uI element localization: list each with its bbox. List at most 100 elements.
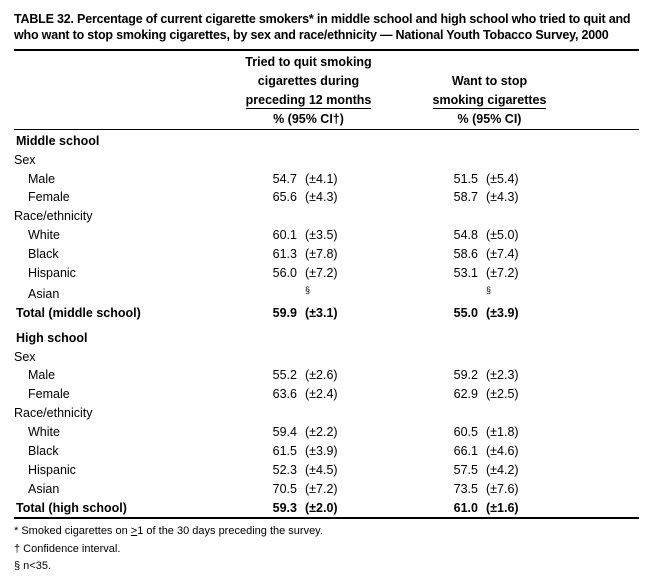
- row-label: Hispanic: [14, 264, 240, 283]
- total-label: Total (middle school): [14, 304, 240, 323]
- row-label: Male: [14, 366, 240, 385]
- group-row: Sex: [14, 151, 639, 170]
- header-row-1: Tried to quit smoking: [14, 53, 639, 72]
- ci-cell: (±7.4): [480, 245, 558, 264]
- ci-cell: (±4.3): [480, 188, 558, 207]
- group-label: Race/ethnicity: [14, 404, 240, 423]
- row-label: Female: [14, 188, 240, 207]
- row-label: Asian: [14, 283, 240, 304]
- pct-cell: 53.1: [421, 264, 480, 283]
- section-heading: Middle school: [14, 132, 240, 151]
- data-row: Asian § §: [14, 283, 639, 304]
- pct-cell: 73.5: [421, 480, 480, 499]
- ci-cell: (±1.6): [480, 499, 558, 519]
- row-label: Female: [14, 385, 240, 404]
- ci-cell: §: [480, 283, 558, 304]
- total-row: Total (high school)59.3(±2.0)61.0(±1.6): [14, 499, 639, 519]
- ci-cell: §: [299, 283, 377, 304]
- header-row-3: preceding 12 months smoking cigarettes: [14, 91, 639, 110]
- header-col2-l2: smoking cigarettes: [433, 93, 547, 109]
- pct-cell: [421, 283, 480, 304]
- pct-cell: [240, 283, 299, 304]
- table-title: TABLE 32. Percentage of current cigarett…: [14, 12, 639, 43]
- header-row-2: cigarettes during Want to stop: [14, 72, 639, 91]
- pct-cell: 55.2: [240, 366, 299, 385]
- data-row: Female65.6(±4.3)58.7(±4.3): [14, 188, 639, 207]
- ci-cell: (±2.6): [299, 366, 377, 385]
- footnote-star: * Smoked cigarettes on >1 of the 30 days…: [14, 524, 639, 538]
- pct-cell: 63.6: [240, 385, 299, 404]
- pct-cell: 54.8: [421, 226, 480, 245]
- pct-cell: 59.3: [240, 499, 299, 519]
- group-row: Sex: [14, 348, 639, 367]
- pct-cell: 60.1: [240, 226, 299, 245]
- data-row: Female63.6(±2.4)62.9(±2.5): [14, 385, 639, 404]
- pct-cell: 55.0: [421, 304, 480, 323]
- header-row-units: % (95% CI†) % (95% CI): [14, 110, 639, 129]
- header-col1-l3: preceding 12 months: [246, 93, 372, 109]
- ci-cell: (±3.5): [299, 226, 377, 245]
- row-label: Black: [14, 245, 240, 264]
- ci-cell: (±7.2): [299, 264, 377, 283]
- pct-cell: 65.6: [240, 188, 299, 207]
- pct-cell: 54.7: [240, 170, 299, 189]
- group-row: Race/ethnicity: [14, 207, 639, 226]
- ci-cell: (±7.6): [480, 480, 558, 499]
- row-label: Asian: [14, 480, 240, 499]
- pct-cell: 61.5: [240, 442, 299, 461]
- data-row: White59.4(±2.2)60.5(±1.8): [14, 423, 639, 442]
- data-table: Tried to quit smoking cigarettes during …: [14, 49, 639, 521]
- ci-cell: (±2.4): [299, 385, 377, 404]
- group-label: Sex: [14, 348, 240, 367]
- ci-cell: (±4.2): [480, 461, 558, 480]
- ci-cell: (±5.4): [480, 170, 558, 189]
- row-label: Black: [14, 442, 240, 461]
- header-col1-l1: Tried to quit smoking: [245, 55, 371, 69]
- section-row: High school: [14, 329, 639, 348]
- ci-cell: (±7.2): [480, 264, 558, 283]
- pct-cell: 59.4: [240, 423, 299, 442]
- pct-cell: 59.2: [421, 366, 480, 385]
- section-row: Middle school: [14, 132, 639, 151]
- pct-cell: 61.3: [240, 245, 299, 264]
- footnote-dagger: † Confidence interval.: [14, 542, 639, 556]
- pct-cell: 60.5: [421, 423, 480, 442]
- header-col2-l1: Want to stop: [452, 74, 527, 88]
- ci-cell: (±2.2): [299, 423, 377, 442]
- pct-cell: 58.7: [421, 188, 480, 207]
- total-row: Total (middle school)59.9(±3.1)55.0(±3.9…: [14, 304, 639, 323]
- header-col1-l2: cigarettes during: [258, 74, 359, 88]
- group-row: Race/ethnicity: [14, 404, 639, 423]
- data-row: White60.1(±3.5)54.8(±5.0): [14, 226, 639, 245]
- row-label: White: [14, 226, 240, 245]
- data-row: Black61.3(±7.8)58.6(±7.4): [14, 245, 639, 264]
- row-label: Male: [14, 170, 240, 189]
- ci-cell: (±3.9): [299, 442, 377, 461]
- data-row: Hispanic56.0(±7.2)53.1(±7.2): [14, 264, 639, 283]
- pct-cell: 56.0: [240, 264, 299, 283]
- ci-cell: (±2.0): [299, 499, 377, 519]
- ci-cell: (±3.1): [299, 304, 377, 323]
- ci-cell: (±4.1): [299, 170, 377, 189]
- data-row: Male55.2(±2.6) 59.2(±2.3): [14, 366, 639, 385]
- section-heading: High school: [14, 329, 240, 348]
- group-label: Sex: [14, 151, 240, 170]
- data-row: Male54.7(±4.1) 51.5(±5.4): [14, 170, 639, 189]
- group-label: Race/ethnicity: [14, 207, 240, 226]
- ci-cell: (±7.2): [299, 480, 377, 499]
- ci-cell: (±4.6): [480, 442, 558, 461]
- header-units-2: % (95% CI): [458, 112, 522, 126]
- pct-cell: 51.5: [421, 170, 480, 189]
- pct-cell: 61.0: [421, 499, 480, 519]
- pct-cell: 52.3: [240, 461, 299, 480]
- pct-cell: 62.9: [421, 385, 480, 404]
- ci-cell: (±4.3): [299, 188, 377, 207]
- data-row: Asian70.5(±7.2) 73.5(±7.6): [14, 480, 639, 499]
- header-units-1: % (95% CI†): [273, 112, 344, 126]
- pct-cell: 70.5: [240, 480, 299, 499]
- ci-cell: (±2.3): [480, 366, 558, 385]
- pct-cell: 57.5: [421, 461, 480, 480]
- pct-cell: 59.9: [240, 304, 299, 323]
- ci-cell: (±7.8): [299, 245, 377, 264]
- data-row: Black61.5(±3.9)66.1(±4.6): [14, 442, 639, 461]
